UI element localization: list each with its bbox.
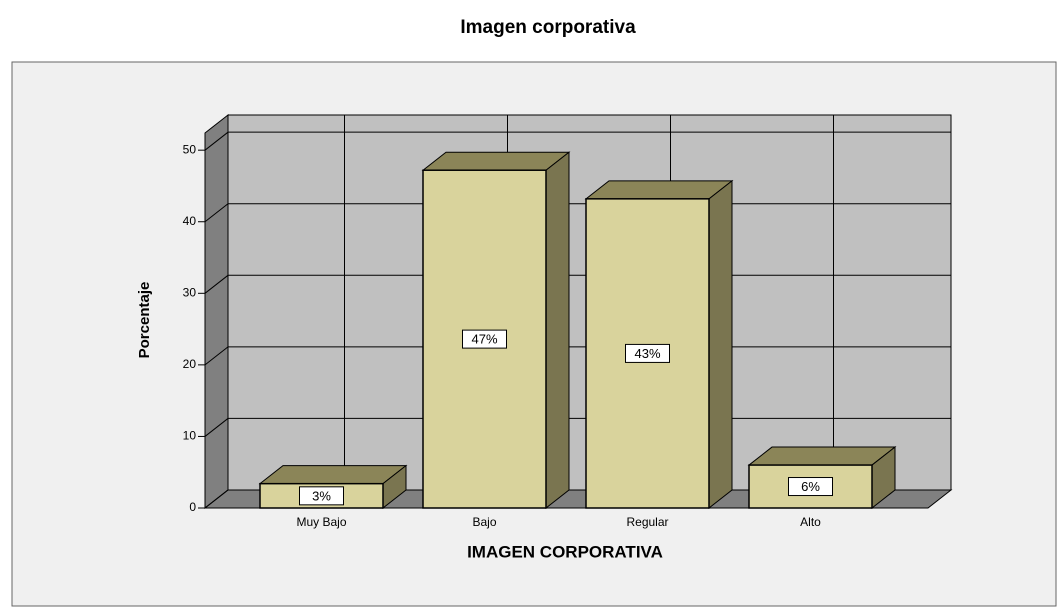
- y-tick-label: 20: [183, 357, 197, 371]
- bar-side: [545, 151, 570, 510]
- grid-line: [204, 131, 229, 151]
- x-tick-label: Alto: [800, 515, 821, 529]
- y-tick-label: 10: [183, 429, 197, 443]
- x-axis-label: IMAGEN CORPORATIVA: [467, 542, 663, 561]
- left-wall: [204, 113, 229, 510]
- data-label: 43%: [634, 346, 660, 361]
- y-tick-label: 30: [183, 285, 197, 299]
- grid-line: [204, 274, 229, 294]
- x-tick-label: Muy Bajo: [296, 515, 346, 529]
- y-tick-label: 40: [183, 214, 197, 228]
- data-label: 3%: [312, 488, 331, 503]
- bar-top: [258, 465, 408, 485]
- grid-line: [204, 346, 229, 366]
- bar-top: [747, 446, 897, 466]
- grid-line: [204, 489, 229, 509]
- data-label-box: [462, 329, 507, 349]
- plot-area: 0 10 20 30 40 50 Muy Bajo 3% Bajo 47% Regular 43% Al…: [183, 113, 953, 529]
- bar-side: [708, 179, 733, 510]
- data-label: 47%: [471, 332, 497, 347]
- grid-line: [204, 418, 229, 437]
- x-tick-label: Bajo: [472, 515, 496, 529]
- data-label-box: [299, 486, 344, 506]
- data-label-box: [788, 477, 833, 497]
- data-label-box: [625, 343, 670, 363]
- y-tick-label: 0: [189, 500, 196, 514]
- grid-line: [204, 203, 229, 223]
- y-tick-label: 50: [183, 142, 197, 156]
- x-tick-label: Regular: [626, 515, 668, 529]
- data-label: 6%: [801, 479, 820, 494]
- chart-title: Imagen corporativa: [460, 17, 636, 38]
- y-axis-label: Porcentaje: [136, 282, 153, 359]
- bar-top: [421, 151, 571, 171]
- bar-top: [584, 180, 734, 200]
